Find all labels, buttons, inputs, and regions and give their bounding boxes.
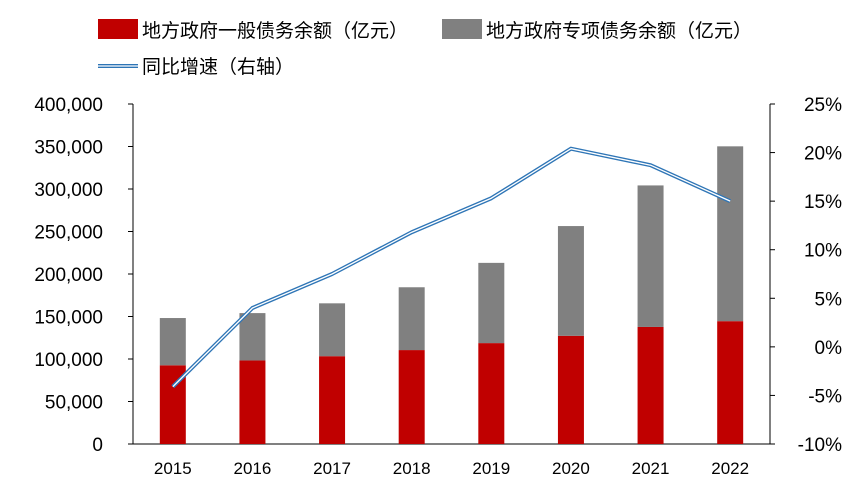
legend: 地方政府一般债务余额（亿元） 地方政府专项债务余额（亿元） 同比增速（右轴） — [98, 19, 752, 78]
right-tick-label: 5% — [815, 289, 843, 310]
bar-special-debt — [557, 226, 584, 336]
right-tick-label: 15% — [804, 192, 842, 213]
x-tick-label: 2020 — [552, 459, 590, 478]
legend-label-special: 地方政府专项债务余额（亿元） — [486, 20, 752, 42]
left-tick-label: 350,000 — [34, 138, 103, 159]
bar-general-debt — [478, 343, 505, 444]
left-tick-label: 250,000 — [34, 223, 103, 244]
legend-swatch-general — [98, 19, 138, 39]
right-tick-label: 10% — [804, 241, 842, 262]
right-tick-label: 0% — [815, 338, 843, 359]
bar-general-debt — [557, 335, 584, 444]
growth-line-inner — [172, 148, 731, 388]
bar-special-debt — [398, 287, 425, 351]
axes: 0 50,000 100,000 150,000 200,000 250,000 300,0… — [34, 95, 842, 478]
bar-special-debt — [159, 318, 186, 366]
x-tick-label: 2021 — [632, 459, 670, 478]
left-tick-label: 0 — [92, 435, 103, 456]
left-tick-label: 300,000 — [34, 180, 103, 201]
legend-swatch-special — [442, 19, 482, 39]
bar-general-debt — [637, 326, 664, 444]
legend-label-general: 地方政府一般债务余额（亿元） — [142, 20, 408, 42]
x-tick-label: 2015 — [154, 459, 192, 478]
bar-general-debt — [319, 356, 346, 444]
bar-special-debt — [478, 262, 505, 344]
bars — [159, 146, 744, 444]
bar-general-debt — [398, 350, 425, 444]
bar-special-debt — [637, 185, 664, 327]
bar-special-debt — [319, 303, 346, 357]
x-tick-label: 2017 — [313, 459, 351, 478]
left-tick-label: 100,000 — [34, 350, 103, 371]
x-tick-label: 2018 — [393, 459, 431, 478]
right-tick-label: -5% — [808, 386, 842, 407]
left-tick-label: 200,000 — [34, 265, 103, 286]
left-tick-label: 150,000 — [34, 308, 103, 329]
right-tick-label: 25% — [804, 95, 842, 116]
growth-line — [171, 146, 732, 389]
bar-special-debt — [239, 313, 266, 361]
right-tick-label: 20% — [804, 144, 842, 165]
left-tick-label: 50,000 — [45, 393, 103, 414]
right-tick-label: -10% — [798, 435, 842, 456]
legend-label-growth: 同比增速（右轴） — [142, 56, 294, 78]
bar-general-debt — [717, 321, 744, 444]
x-tick-label: 2019 — [472, 459, 510, 478]
x-tick-label: 2022 — [711, 459, 749, 478]
x-tick-label: 2016 — [234, 459, 272, 478]
bar-general-debt — [239, 360, 266, 444]
left-tick-label: 400,000 — [34, 95, 103, 116]
bar-special-debt — [717, 146, 744, 322]
